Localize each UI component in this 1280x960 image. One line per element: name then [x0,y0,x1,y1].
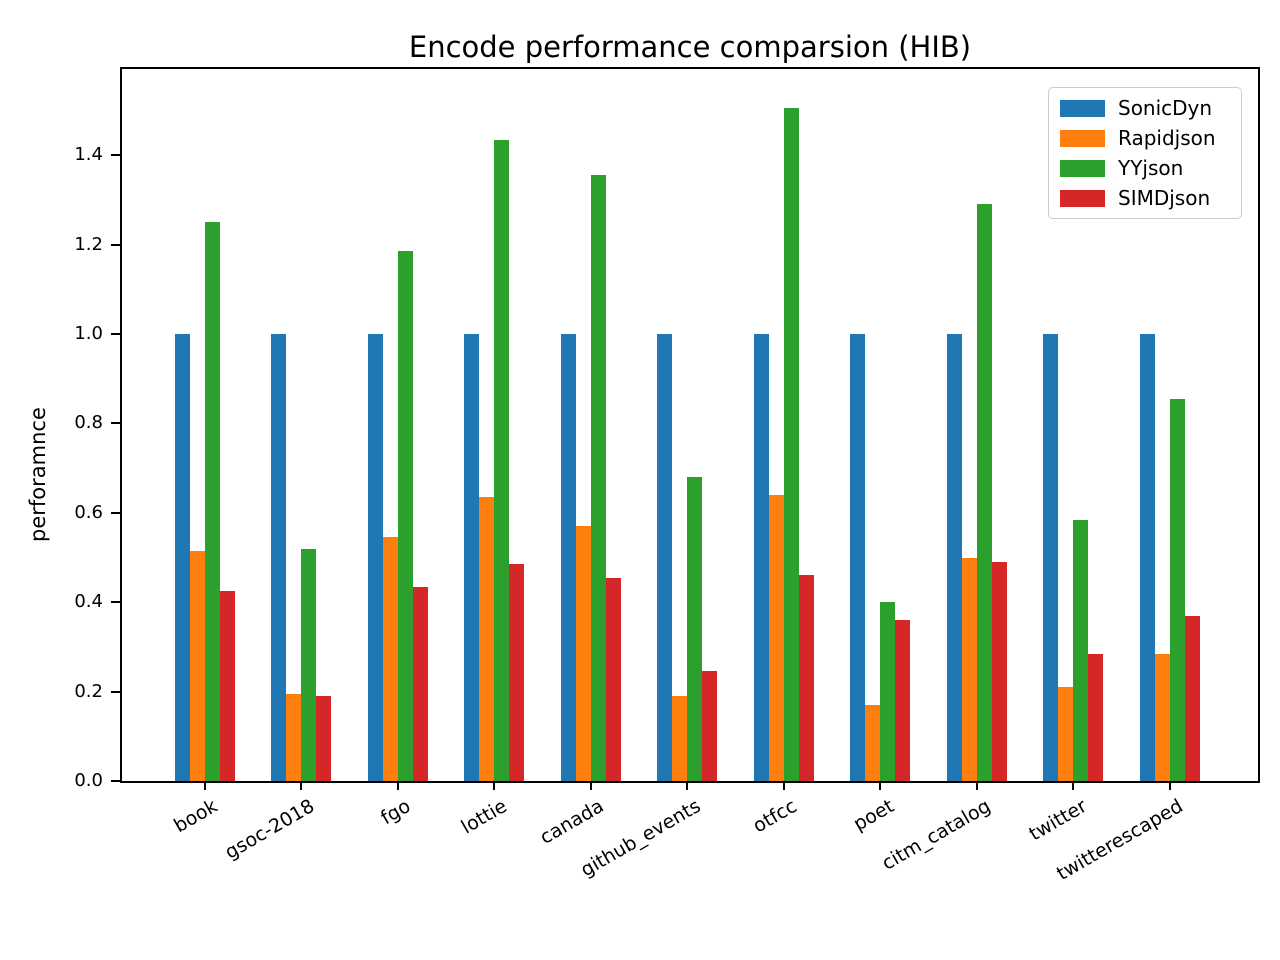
y-tick-mark [111,422,120,425]
bar-yyjson-book [204,222,220,781]
y-tick-label: 0.4 [74,591,103,613]
bar-rapidjson-fgo [382,537,398,781]
y-tick-mark [111,601,120,604]
bar-yyjson-twitterescaped [1170,398,1185,781]
legend-label-sonicdyn: SonicDyn [1118,96,1213,120]
bar-sonicdyn-gsoc-2018 [271,334,287,781]
bar-sonicdyn-fgo [367,334,383,781]
x-tick-mark [686,781,689,790]
y-tick-mark [111,243,120,246]
y-tick-mark [111,154,120,157]
bar-rapidjson-github_events [672,696,688,781]
bar-yyjson-canada [590,175,606,781]
bar-yyjson-poet [880,602,896,781]
y-tick-label: 1.4 [74,144,103,166]
y-tick-label: 0.0 [74,770,103,791]
y-tick-label: 1.0 [74,323,103,345]
x-tick-label: otfcc [749,795,801,838]
bar-yyjson-lottie [494,139,510,781]
bar-simdjson-twitter [1088,653,1104,781]
x-tick-mark [879,781,882,790]
bar-yyjson-github_events [687,477,703,781]
x-tick-label: book [170,795,222,838]
x-tick-mark [1072,781,1075,790]
bar-sonicdyn-lottie [464,334,480,781]
bar-rapidjson-twitter [1058,687,1074,781]
legend-item-yyjson: YYjson [1060,157,1241,179]
bar-yyjson-citm_catalog [976,204,992,781]
y-tick-label: 0.2 [74,680,103,702]
bar-sonicdyn-github_events [657,334,673,781]
bar-rapidjson-poet [865,705,881,781]
x-tick-label: twitter [1025,795,1091,846]
bar-simdjson-poet [895,620,911,781]
bar-yyjson-fgo [397,251,413,781]
bar-rapidjson-canada [575,526,591,781]
x-tick-label: lottie [457,795,512,839]
legend-item-simdjson: SIMDjson [1060,187,1241,209]
bar-yyjson-otfcc [783,108,799,781]
bar-rapidjson-otfcc [768,494,784,781]
x-tick-mark [975,781,978,790]
bar-sonicdyn-twitter [1043,334,1059,781]
x-tick-mark [300,781,303,790]
x-tick-mark [589,781,592,790]
bar-yyjson-gsoc-2018 [301,548,317,781]
x-tick-label: fgo [377,795,415,830]
x-tick-mark [493,781,496,790]
bar-rapidjson-citm_catalog [961,557,977,781]
bar-rapidjson-book [189,550,205,781]
bar-simdjson-fgo [412,586,428,781]
legend-label-simdjson: SIMDjson [1118,186,1211,210]
bar-rapidjson-gsoc-2018 [286,693,302,781]
legend: SonicDyn Rapidjson YYjson SIMDjson [1048,87,1242,219]
y-tick-label: 0.8 [74,412,103,434]
legend-item-rapidjson: Rapidjson [1060,127,1241,149]
x-tick-label: poet [849,795,898,836]
bar-simdjson-lottie [509,564,525,781]
bar-simdjson-github_events [702,671,718,781]
legend-item-sonicdyn: SonicDyn [1060,97,1241,119]
legend-label-rapidjson: Rapidjson [1118,126,1216,150]
bar-sonicdyn-citm_catalog [946,334,962,781]
bar-sonicdyn-twitterescaped [1140,334,1155,781]
bar-sonicdyn-poet [850,334,866,781]
legend-swatch-simdjson [1060,189,1105,207]
x-tick-label: canada [536,795,608,849]
chart-title: Encode performance comparsion (HIB) [408,30,972,64]
y-tick-label: 0.6 [74,501,103,523]
bar-simdjson-twitterescaped [1185,615,1200,781]
y-tick-mark [111,333,120,336]
bar-sonicdyn-book [174,334,190,781]
bar-simdjson-book [219,591,235,781]
bar-simdjson-otfcc [798,575,814,781]
bar-yyjson-twitter [1073,519,1089,781]
bar-sonicdyn-canada [560,334,576,781]
x-tick-mark [1169,781,1171,790]
y-tick-label: 1.2 [74,233,103,255]
x-tick-mark [782,781,785,790]
y-tick-mark [111,780,120,782]
x-tick-mark [396,781,399,790]
bar-rapidjson-lottie [479,497,495,781]
y-tick-mark [111,690,120,693]
bar-sonicdyn-otfcc [753,334,769,781]
bar-rapidjson-twitterescaped [1155,653,1170,781]
y-tick-mark [111,511,120,514]
bar-simdjson-gsoc-2018 [316,696,332,781]
legend-label-yyjson: YYjson [1118,156,1184,180]
legend-swatch-rapidjson [1060,129,1105,147]
x-tick-label: gsoc-2018 [221,795,319,864]
legend-swatch-yyjson [1060,159,1105,177]
x-tick-mark [203,781,206,790]
bar-simdjson-citm_catalog [991,561,1007,781]
legend-swatch-sonicdyn [1060,99,1105,117]
x-tick-label: citm_catalog [877,795,994,875]
bar-simdjson-canada [605,577,621,781]
